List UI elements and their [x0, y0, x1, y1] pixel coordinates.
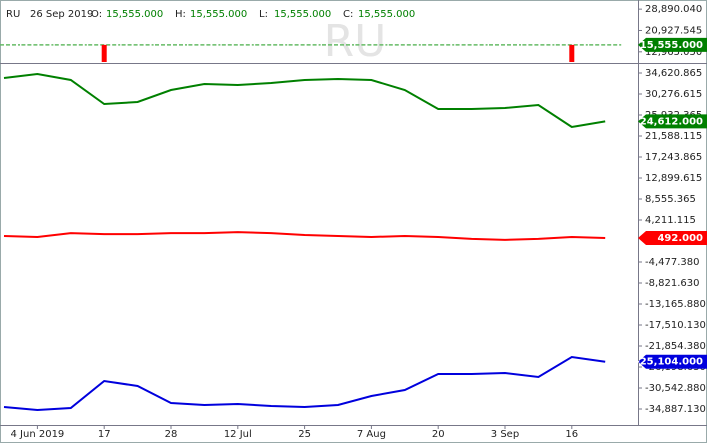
y-tick-label: -30,542.880 — [645, 383, 706, 394]
watermark: RU — [324, 16, 387, 67]
date: 26 Sep 2019 — [30, 9, 93, 20]
y-tick-label: 20,927.545 — [645, 25, 702, 36]
last-value-label: -25,104.000 — [636, 357, 703, 368]
ohlc-label: L: — [259, 9, 268, 20]
x-tick-label: 20 — [432, 429, 445, 440]
ohlc-value: 15,555.000 — [106, 9, 163, 20]
x-tick-label: 3 Sep — [491, 429, 519, 440]
x-tick-label: 28 — [165, 429, 178, 440]
y-tick-label: 21,588.115 — [645, 131, 702, 142]
last-value-label: 15,555.000 — [640, 40, 703, 51]
y-tick-label: -8,821.630 — [645, 278, 700, 289]
ohlc-value: 15,555.000 — [274, 9, 331, 20]
y-tick-label: -21,854.380 — [645, 341, 706, 352]
x-tick-label: 4 Jun 2019 — [11, 429, 65, 440]
x-tick-label: 7 Aug — [357, 429, 386, 440]
symbol: RU — [6, 9, 20, 20]
x-tick-label: 25 — [298, 429, 311, 440]
y-tick-label: -17,510.130 — [645, 320, 706, 331]
series-line — [3, 355, 606, 412]
y-tick-label: 28,890.040 — [645, 4, 702, 15]
highlight-bar — [101, 44, 107, 62]
y-tick-label: 4,211.115 — [645, 215, 696, 226]
layer: RU 28,890.040 20,927.545 12,965.050 RU 26 Sep… — [0, 4, 707, 440]
last-value-tag — [638, 230, 707, 245]
y-tick-label: 12,899.615 — [645, 173, 702, 184]
y-tick-label: -34,887.130 — [645, 404, 706, 415]
y-tick-label: 17,243.865 — [645, 152, 702, 163]
last-value-label: 492.000 — [657, 233, 703, 244]
ohlc-label: O: — [91, 9, 102, 20]
ohlc-label: H: — [175, 9, 186, 20]
highlight-bar — [569, 44, 575, 62]
y-tick-label: 12,965.050 — [645, 47, 702, 58]
series-line — [3, 231, 606, 241]
last-value-label: 24,612.000 — [640, 116, 703, 127]
last-value-tag — [638, 354, 707, 369]
series-line — [3, 72, 606, 129]
ohlc-label: C: — [343, 9, 353, 20]
ohlc-value: 15,555.000 — [358, 9, 415, 20]
y-tick-label: 30,276.615 — [645, 89, 702, 100]
y-tick-label: 34,620.865 — [645, 68, 702, 79]
y-tick-label: -4,477.380 — [645, 257, 700, 268]
last-value-tag — [638, 37, 707, 52]
y-tick-label: -13,165.880 — [645, 299, 706, 310]
last-value-tag — [638, 114, 707, 129]
x-tick-label: 17 — [98, 429, 111, 440]
x-tick-label: 12 Jul — [224, 429, 252, 440]
x-tick-label: 16 — [565, 429, 578, 440]
ohlc-value: 15,555.000 — [190, 9, 247, 20]
y-tick-label: 8,555.365 — [645, 194, 696, 205]
